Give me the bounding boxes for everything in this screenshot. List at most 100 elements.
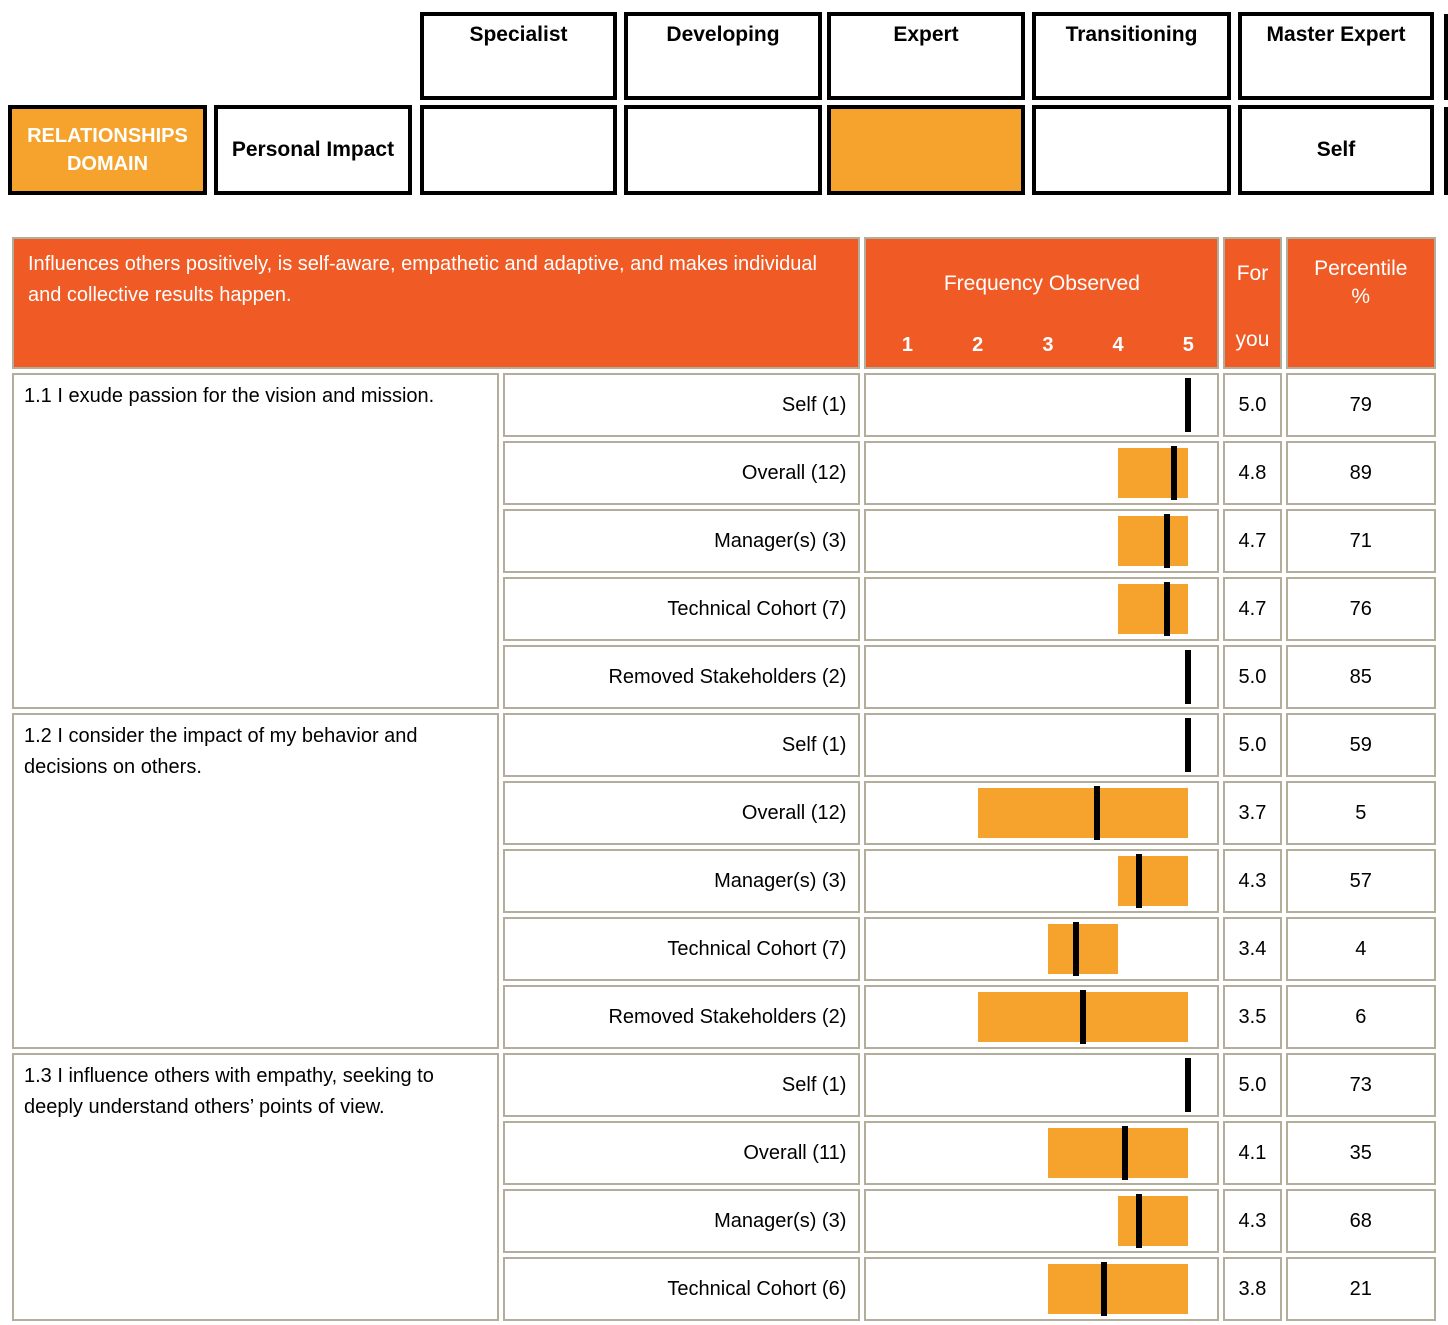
mean-tick <box>1136 1194 1143 1248</box>
table-row: Technical Cohort (7) 3.4 4 <box>12 917 1436 981</box>
percentile-cell: 89 <box>1285 441 1436 505</box>
rater-label: Self (1) <box>503 373 861 437</box>
score-cell: 5.0 <box>1223 645 1282 709</box>
scale-tick: 3 <box>1042 334 1054 356</box>
score-cell: 3.4 <box>1223 917 1282 981</box>
level-header-specialist: Specialist <box>420 12 617 100</box>
rater-label: Manager(s) (3) <box>503 849 861 913</box>
cutoff-next-column-edge <box>1444 107 1448 195</box>
range-bar <box>1118 584 1189 634</box>
mean-tick <box>1185 1058 1192 1112</box>
table-row: Technical Cohort (7) 4.7 76 <box>12 577 1436 641</box>
mean-tick <box>1171 446 1178 500</box>
chart-cell <box>864 713 1220 777</box>
level-header-transitioning: Transitioning <box>1032 12 1231 100</box>
chart-cell <box>864 1189 1220 1253</box>
mean-tick <box>1094 786 1101 840</box>
chart-cell <box>864 781 1220 845</box>
level-header-expert: Expert <box>827 12 1025 100</box>
frequency-observed-header: Frequency Observed 1 2 3 4 5 <box>864 237 1220 369</box>
table-row: Overall (12) 4.8 89 <box>12 441 1436 505</box>
percentile-cell: 73 <box>1285 1053 1436 1117</box>
percentile-cell: 35 <box>1285 1121 1436 1185</box>
range-bar <box>1118 448 1189 498</box>
level-cell-transitioning <box>1032 105 1231 195</box>
percentile-cell: 6 <box>1285 985 1436 1049</box>
table-row: Removed Stakeholders (2) 5.0 85 <box>12 645 1436 709</box>
description-cell: Influences others positively, is self-aw… <box>12 237 861 369</box>
question-cell: 1.3 I influence others with empathy, see… <box>12 1053 500 1321</box>
table-header-row: Influences others positively, is self-aw… <box>12 237 1436 369</box>
chart-cell <box>864 509 1220 573</box>
rater-label: Technical Cohort (6) <box>503 1257 861 1321</box>
range-bar <box>1047 924 1119 974</box>
score-cell: 3.8 <box>1223 1257 1282 1321</box>
range-bar <box>1047 1264 1189 1314</box>
scale-tick: 5 <box>1182 334 1194 356</box>
percentile-cell: 57 <box>1285 849 1436 913</box>
score-cell: 4.1 <box>1223 1121 1282 1185</box>
percentile-cell: 68 <box>1285 1189 1436 1253</box>
mean-tick <box>1122 1126 1129 1180</box>
competency-cell: Personal Impact <box>214 105 412 195</box>
score-cell: 4.3 <box>1223 849 1282 913</box>
rater-label: Manager(s) (3) <box>503 509 861 573</box>
percentile-cell: 4 <box>1285 917 1436 981</box>
mean-tick <box>1185 650 1192 704</box>
percentile-cell: 59 <box>1285 713 1436 777</box>
level-header-developing: Developing <box>624 12 822 100</box>
rater-label: Self (1) <box>503 713 861 777</box>
cutoff-next-column-edge <box>1444 14 1448 100</box>
percentile-cell: 5 <box>1285 781 1436 845</box>
chart-cell <box>864 1053 1220 1117</box>
chart-cell <box>864 849 1220 913</box>
rater-label: Overall (12) <box>503 441 861 505</box>
scale-tick: 2 <box>972 334 984 356</box>
scale-tick: 1 <box>901 334 914 356</box>
chart-cell <box>864 441 1220 505</box>
percentile-cell: 21 <box>1285 1257 1436 1321</box>
level-header-master-expert: Master Expert <box>1238 12 1434 100</box>
score-cell: 3.5 <box>1223 985 1282 1049</box>
range-bar <box>1047 1128 1189 1178</box>
percentile-cell: 71 <box>1285 509 1436 573</box>
mean-tick <box>1185 378 1192 432</box>
assessment-table: Influences others positively, is self-aw… <box>8 233 1440 1325</box>
question-cell: 1.1 I exude passion for the vision and m… <box>12 373 500 709</box>
level-cell-expert-highlight <box>827 105 1025 195</box>
mean-tick <box>1164 514 1171 568</box>
chart-cell <box>864 1257 1220 1321</box>
chart-cell <box>864 1121 1220 1185</box>
rater-label: Removed Stakeholders (2) <box>503 985 861 1049</box>
mean-tick <box>1185 718 1192 772</box>
score-cell: 4.3 <box>1223 1189 1282 1253</box>
score-cell: 4.7 <box>1223 577 1282 641</box>
chart-cell <box>864 917 1220 981</box>
assessment-report-page: { "competency_matrix": { "levels": ["Spe… <box>8 12 1448 1321</box>
chart-cell <box>864 985 1220 1049</box>
table-row: Overall (12) 3.7 5 <box>12 781 1436 845</box>
table-row: 1.3 I influence others with empathy, see… <box>12 1053 1436 1321</box>
table-row: Removed Stakeholders (2) 3.5 6 <box>12 985 1436 1049</box>
frequency-observed-label: Frequency Observed <box>943 272 1140 295</box>
rater-label: Removed Stakeholders (2) <box>503 645 861 709</box>
range-bar <box>977 788 1189 838</box>
score-cell: 5.0 <box>1223 373 1282 437</box>
percentile-cell: 79 <box>1285 373 1436 437</box>
range-bar <box>1118 516 1189 566</box>
percentile-header: Percentile % <box>1285 237 1436 369</box>
mean-tick <box>1136 854 1143 908</box>
table-row: 1.2 I consider the impact of my behavior… <box>12 713 1436 1049</box>
rater-label: Manager(s) (3) <box>503 1189 861 1253</box>
for-label: For <box>1236 262 1269 285</box>
for-you-header: For you <box>1223 237 1282 369</box>
rater-label: Overall (12) <box>503 781 861 845</box>
percentile-label-line2: % <box>1351 285 1371 309</box>
score-cell: 4.7 <box>1223 509 1282 573</box>
table-row: Manager(s) (3) 4.7 71 <box>12 509 1436 573</box>
level-cell-developing <box>624 105 822 195</box>
score-cell: 4.8 <box>1223 441 1282 505</box>
table-row: Overall (11) 4.1 35 <box>12 1121 1436 1185</box>
score-cell: 5.0 <box>1223 713 1282 777</box>
range-bar <box>1118 856 1189 906</box>
